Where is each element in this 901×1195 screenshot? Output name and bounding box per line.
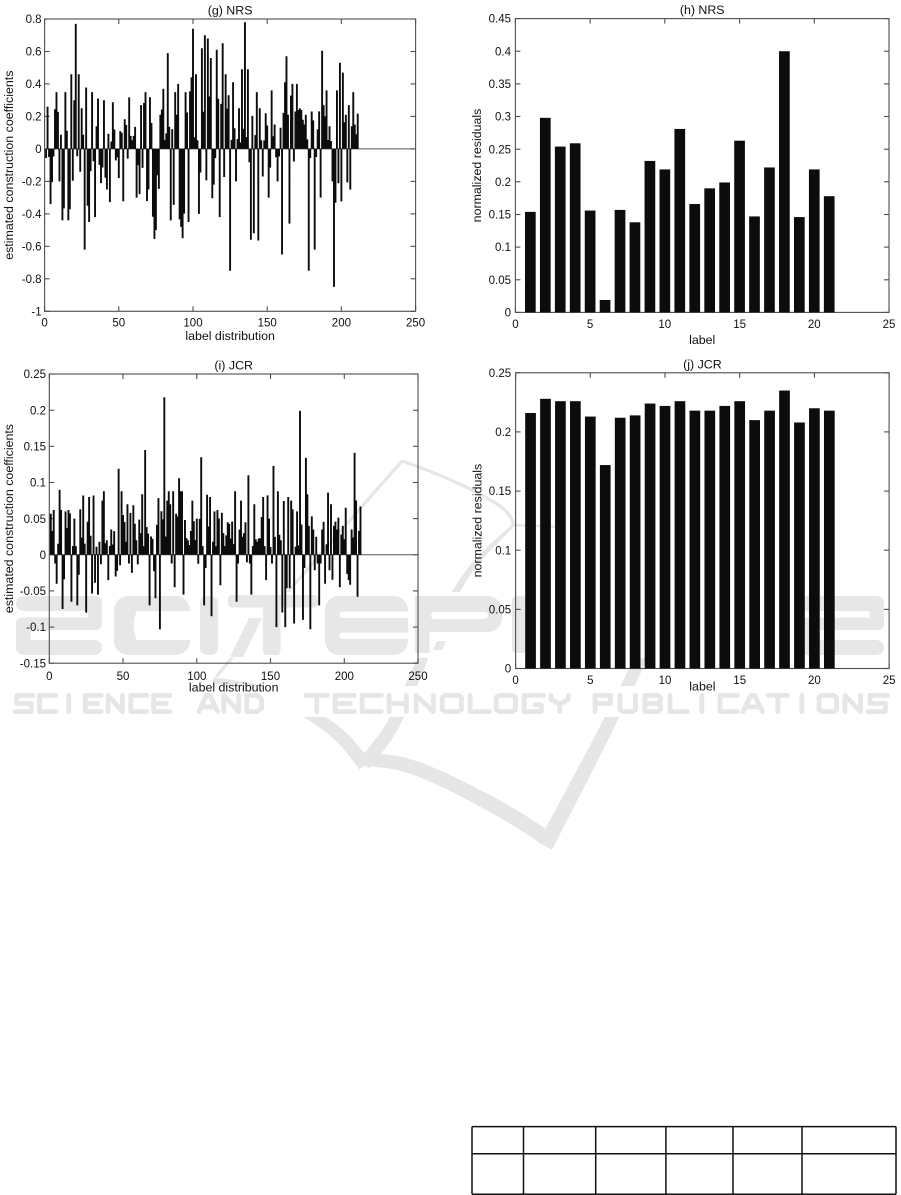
svg-text:5: 5: [587, 319, 593, 331]
svg-text:0.2: 0.2: [495, 427, 511, 439]
svg-text:0.8: 0.8: [26, 14, 42, 26]
svg-text:0.1: 0.1: [30, 478, 46, 490]
svg-text:150: 150: [261, 671, 280, 683]
svg-text:normalized residuals: normalized residuals: [470, 109, 484, 223]
svg-text:0.1: 0.1: [495, 545, 511, 557]
svg-text:0: 0: [505, 308, 511, 320]
svg-text:(h) NRS: (h) NRS: [680, 3, 725, 17]
svg-text:0.35: 0.35: [489, 79, 511, 91]
svg-text:-1: -1: [31, 306, 41, 318]
svg-text:0: 0: [505, 664, 511, 676]
svg-text:20: 20: [808, 319, 821, 331]
svg-text:150: 150: [258, 317, 277, 329]
svg-text:10: 10: [659, 675, 672, 687]
svg-text:0.05: 0.05: [489, 605, 511, 617]
svg-text:estimated construction coeffic: estimated construction coefficients: [2, 71, 16, 260]
svg-text:50: 50: [112, 317, 125, 329]
svg-text:0.3: 0.3: [495, 112, 511, 124]
svg-text:estimated construction coeffic: estimated construction coefficients: [2, 424, 16, 613]
svg-text:label distribution: label distribution: [185, 329, 275, 343]
svg-text:-0.15: -0.15: [20, 658, 46, 670]
svg-text:0.05: 0.05: [24, 514, 46, 526]
svg-text:0: 0: [512, 319, 518, 331]
svg-text:-0.05: -0.05: [20, 586, 46, 598]
svg-text:label: label: [689, 680, 715, 694]
svg-text:label: label: [689, 333, 715, 347]
svg-text:15: 15: [733, 675, 746, 687]
svg-text:200: 200: [335, 671, 354, 683]
svg-text:label distribution: label distribution: [189, 681, 279, 695]
svg-text:normalized residuals: normalized residuals: [471, 464, 485, 578]
svg-text:0: 0: [41, 317, 47, 329]
svg-text:-0.4: -0.4: [22, 209, 42, 221]
svg-text:0: 0: [46, 671, 52, 683]
svg-text:(i) JCR: (i) JCR: [214, 359, 253, 373]
svg-text:0.25: 0.25: [489, 144, 511, 156]
svg-text:20: 20: [808, 675, 821, 687]
svg-text:100: 100: [187, 671, 206, 683]
svg-text:0.15: 0.15: [489, 486, 511, 498]
svg-text:-0.1: -0.1: [26, 622, 46, 634]
svg-text:25: 25: [883, 675, 896, 687]
svg-text:0.2: 0.2: [495, 177, 511, 189]
svg-text:0: 0: [512, 675, 518, 687]
svg-text:0.2: 0.2: [26, 112, 42, 124]
svg-text:0.05: 0.05: [489, 275, 511, 287]
svg-text:0.6: 0.6: [26, 47, 42, 59]
svg-text:-0.2: -0.2: [22, 177, 42, 189]
svg-text:250: 250: [406, 317, 425, 329]
svg-text:0.15: 0.15: [489, 210, 511, 222]
svg-text:200: 200: [332, 317, 351, 329]
svg-text:(g) NRS: (g) NRS: [208, 4, 253, 18]
svg-text:250: 250: [408, 671, 427, 683]
svg-text:0.25: 0.25: [489, 368, 511, 380]
svg-text:0.45: 0.45: [489, 14, 511, 26]
svg-text:(j) JCR: (j) JCR: [683, 357, 722, 371]
svg-text:0.4: 0.4: [495, 46, 512, 58]
svg-text:0.2: 0.2: [30, 405, 46, 417]
svg-text:0.25: 0.25: [24, 369, 46, 381]
svg-text:5: 5: [587, 675, 593, 687]
svg-text:10: 10: [658, 319, 671, 331]
svg-text:100: 100: [183, 317, 202, 329]
svg-text:0.1: 0.1: [495, 242, 511, 254]
svg-text:0.15: 0.15: [24, 441, 46, 453]
svg-text:15: 15: [733, 319, 746, 331]
svg-text:0.4: 0.4: [26, 79, 43, 91]
svg-text:0: 0: [40, 550, 46, 562]
svg-text:-0.8: -0.8: [22, 274, 42, 286]
svg-text:50: 50: [117, 671, 130, 683]
svg-text:25: 25: [883, 319, 896, 331]
svg-text:0: 0: [35, 144, 41, 156]
svg-text:-0.6: -0.6: [22, 241, 42, 253]
